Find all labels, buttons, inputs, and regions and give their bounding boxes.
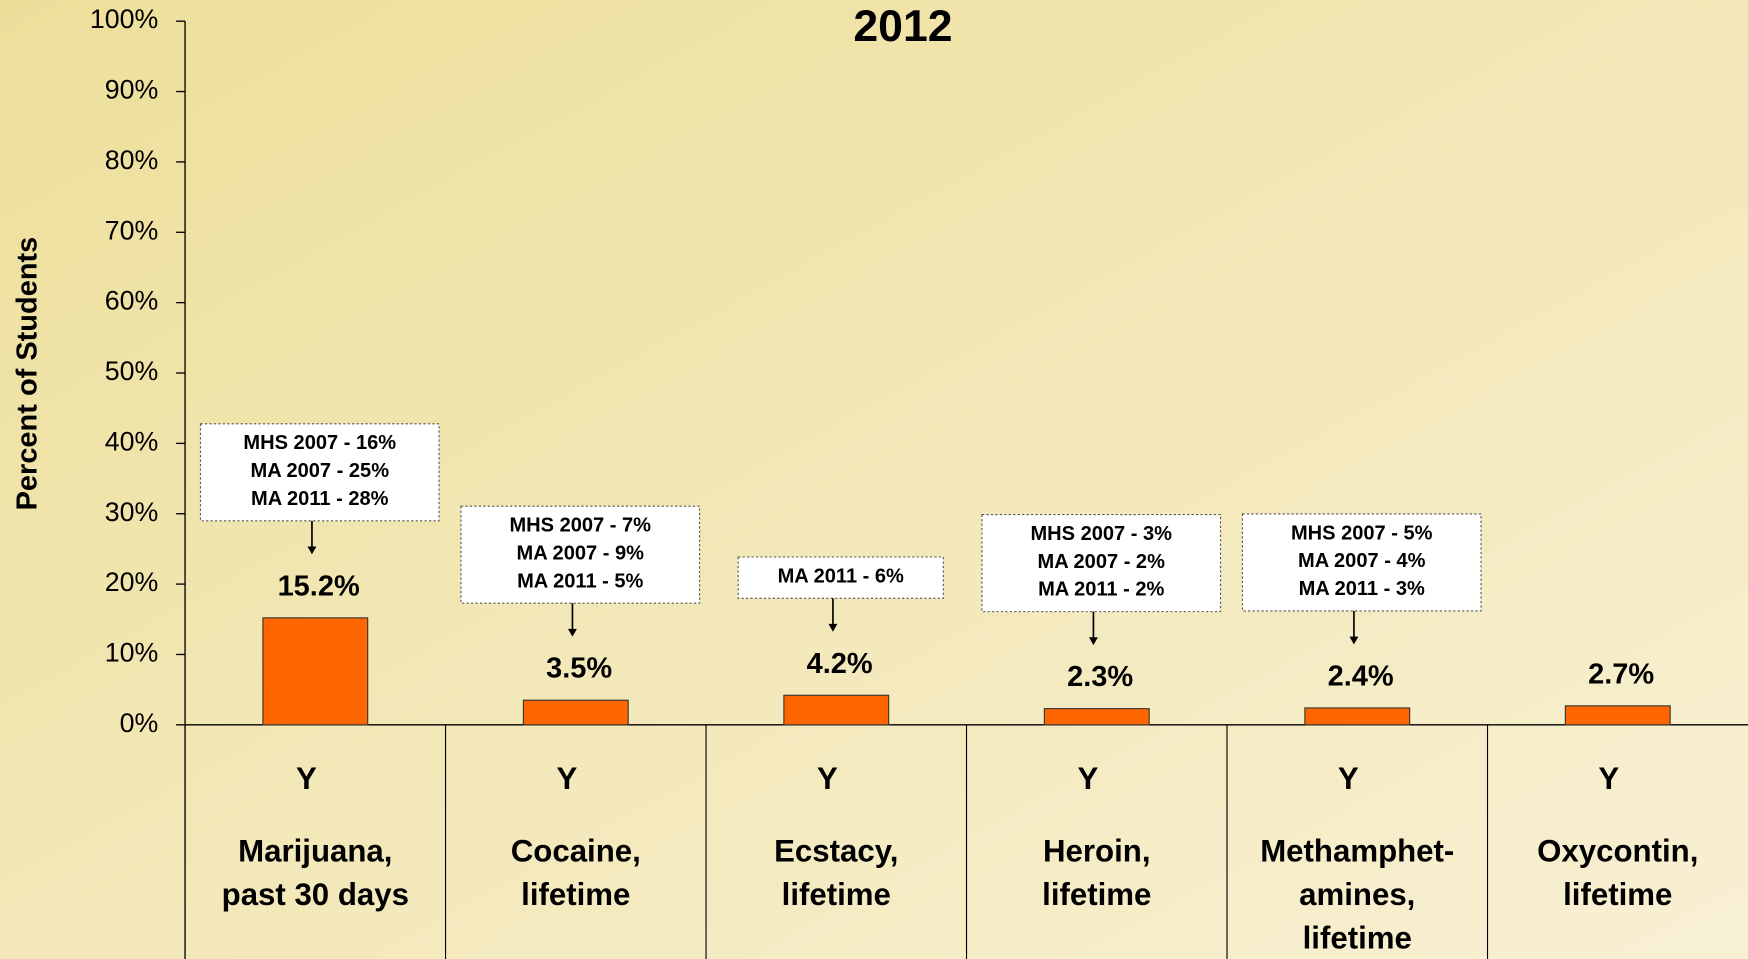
annotation-text: MA 2011 - 6% xyxy=(778,565,904,587)
bar xyxy=(783,694,890,726)
row-label: Y xyxy=(817,761,838,796)
annotation-text: MHS 2007 - 5% xyxy=(1291,522,1433,544)
value-label: 2.7% xyxy=(1588,658,1654,690)
x-tick-label: Oxycontin, xyxy=(1537,833,1698,868)
row-label: Y xyxy=(556,761,577,796)
annotation-arrowhead xyxy=(307,546,317,555)
x-tick-label: amines, xyxy=(1299,877,1415,912)
annotation-box xyxy=(460,505,701,604)
row-label: Y xyxy=(1077,761,1098,796)
x-tick-label: past 30 days xyxy=(222,877,409,912)
annotation-text: MA 2007 - 25% xyxy=(250,460,389,482)
y-tick-label: 90% xyxy=(105,75,159,105)
annotation-text: MA 2011 - 5% xyxy=(517,570,643,592)
annotation-text: MHS 2007 - 7% xyxy=(510,515,652,537)
annotation-text: MHS 2007 - 3% xyxy=(1030,523,1172,545)
annotation-text: MA 2011 - 3% xyxy=(1299,578,1425,600)
bar xyxy=(522,699,629,726)
annotation-box xyxy=(1241,513,1482,612)
value-label: 3.5% xyxy=(546,653,612,685)
annotation-text: MHS 2007 - 16% xyxy=(243,432,396,454)
y-tick-label: 30% xyxy=(105,497,159,527)
annotation-text: MA 2007 - 2% xyxy=(1038,551,1166,573)
bar xyxy=(1564,705,1671,726)
bar xyxy=(1304,707,1411,726)
annotation-arrowhead xyxy=(828,623,838,632)
x-tick-label: lifetime xyxy=(782,877,891,912)
x-tick-label: Ecstacy, xyxy=(774,833,898,868)
y-tick-label: 60% xyxy=(105,286,159,316)
annotation-text: MA 2011 - 28% xyxy=(251,488,389,510)
bar xyxy=(262,617,369,726)
y-tick-label: 50% xyxy=(105,356,159,386)
y-tick-label: 20% xyxy=(105,567,159,597)
x-tick-label: Cocaine, xyxy=(511,833,641,868)
y-tick-label: 70% xyxy=(105,215,159,245)
value-label: 2.3% xyxy=(1067,661,1133,693)
row-label: Y xyxy=(296,761,317,796)
chart-title: 2012 xyxy=(853,2,952,51)
x-tick-label: Marijuana, xyxy=(238,833,392,868)
annotation-arrowhead xyxy=(1088,637,1098,646)
x-tick-label: lifetime xyxy=(521,877,630,912)
x-tick-label: lifetime xyxy=(1042,877,1151,912)
annotation-text: MA 2007 - 4% xyxy=(1298,550,1426,572)
y-tick-label: 80% xyxy=(105,145,159,175)
annotation-box xyxy=(981,514,1222,613)
value-label: 15.2% xyxy=(278,570,360,602)
annotation-text: MA 2007 - 9% xyxy=(517,542,645,564)
row-label: Y xyxy=(1338,761,1359,796)
y-tick-label: 0% xyxy=(120,708,159,738)
annotation-text: MA 2011 - 2% xyxy=(1038,579,1164,601)
annotation-arrowhead xyxy=(567,628,577,637)
y-axis-label: Percent of Students xyxy=(12,237,44,511)
x-tick-label: lifetime xyxy=(1303,920,1412,955)
y-tick-label: 100% xyxy=(90,4,158,34)
annotation-box xyxy=(737,556,944,599)
x-tick-label: lifetime xyxy=(1563,877,1672,912)
bar xyxy=(1043,708,1150,726)
y-tick-label: 10% xyxy=(105,638,159,668)
value-label: 2.4% xyxy=(1328,660,1394,692)
x-tick-label: Heroin, xyxy=(1043,833,1150,868)
x-tick-label: Methamphet- xyxy=(1260,833,1454,868)
annotation-arrowhead xyxy=(1349,636,1359,645)
row-label: Y xyxy=(1598,761,1619,796)
value-label: 4.2% xyxy=(807,648,873,680)
y-tick-label: 40% xyxy=(105,426,159,456)
annotation-box xyxy=(199,423,440,522)
